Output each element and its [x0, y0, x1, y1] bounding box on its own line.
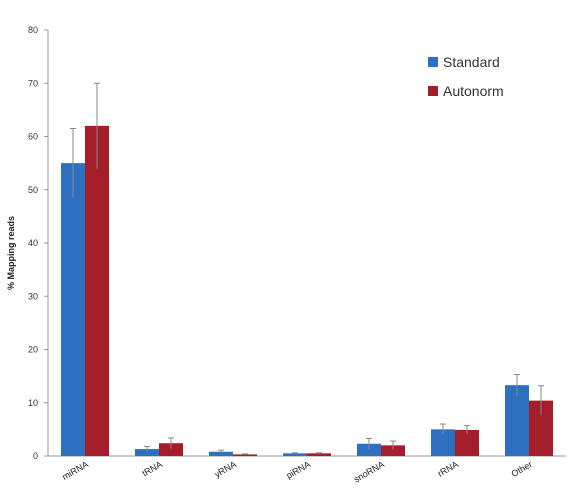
x-tick-label-snorna: snoRNA	[352, 459, 386, 484]
y-tick-label: 10	[28, 398, 38, 408]
x-tick-label-trna: tRNA	[140, 459, 164, 478]
y-tick-label: 30	[28, 291, 38, 301]
bar-standard-trna	[135, 449, 159, 456]
bar-autonorm-trna	[159, 443, 183, 456]
x-tick-label-other: Other	[510, 459, 534, 479]
bar-standard-mirna	[61, 163, 85, 456]
y-tick-label: 40	[28, 238, 38, 248]
legend-label-standard: Standard	[443, 54, 500, 70]
error-bars	[70, 82, 544, 455]
x-axis-labels: miRNA tRNA yRNA piRNA snoRNA rRNA Other	[60, 459, 534, 484]
y-axis-ticks: 0 10 20 30 40 50 60 70 80	[28, 25, 48, 461]
y-tick-label: 70	[28, 78, 38, 88]
x-tick-label-pirna: piRNA	[284, 459, 312, 481]
x-tick-label-rrna: rRNA	[436, 459, 460, 479]
x-tick-label-yrna: yRNA	[213, 459, 238, 479]
x-tick-label-mirna: miRNA	[60, 459, 90, 482]
bar-autonorm-mirna	[85, 125, 109, 456]
bar-standard-other	[505, 385, 529, 456]
bar-autonorm-yrna	[233, 454, 257, 456]
bar-autonorm-rrna	[455, 429, 479, 456]
y-tick-label: 20	[28, 345, 38, 355]
legend-swatch-standard	[428, 57, 438, 67]
y-tick-label: 60	[28, 132, 38, 142]
y-axis-title: % Mapping reads	[6, 216, 16, 290]
legend: Standard Autonorm	[428, 54, 504, 99]
bar-autonorm-snorna	[381, 445, 405, 456]
y-tick-label: 50	[28, 185, 38, 195]
bar-standard-snorna	[357, 443, 381, 456]
bar-standard-pirna	[283, 453, 307, 456]
bar-autonorm-pirna	[307, 453, 331, 456]
bar-standard-yrna	[209, 451, 233, 456]
legend-swatch-autonorm	[428, 86, 438, 96]
y-tick-label: 80	[28, 25, 38, 35]
legend-label-autonorm: Autonorm	[443, 83, 504, 99]
y-tick-label: 0	[33, 451, 38, 461]
bars	[61, 125, 553, 456]
